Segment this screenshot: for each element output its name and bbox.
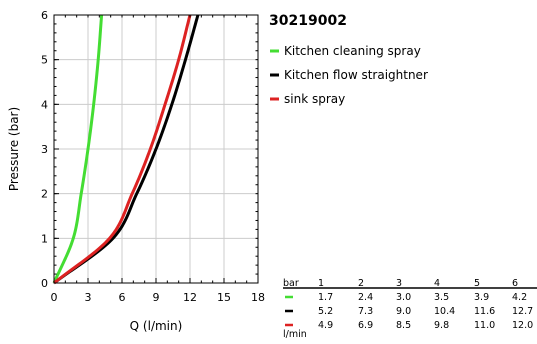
series-layer: [52, 14, 200, 285]
table-header-cell: 4: [434, 278, 440, 289]
legend: Kitchen cleaning spray Kitchen flow strai…: [270, 44, 428, 106]
table-cell: 10.4: [434, 306, 455, 317]
table-cell: 11.6: [474, 306, 495, 317]
table-cell: 9.8: [434, 320, 449, 331]
table-cell: 4.9: [318, 320, 333, 331]
table-cell: 6.9: [358, 320, 373, 331]
legend-label: sink spray: [284, 92, 345, 106]
table-cell: 8.5: [396, 320, 411, 331]
table-cell: 3.5: [434, 292, 449, 303]
data-table: bar 1 2 3 4 5 6 1.7 2.4 3.0 3.5 3.9 4.2 5.2 7.3 9.0 10.4…: [283, 278, 537, 340]
y-tick-label: 3: [41, 143, 48, 156]
y-tick-label: 2: [41, 188, 48, 201]
table-cell: 11.0: [474, 320, 495, 331]
series-line-2: [53, 14, 200, 285]
table-cell: 4.2: [512, 292, 527, 303]
table-cell: 7.3: [358, 306, 373, 317]
table-cell: 3.9: [474, 292, 489, 303]
series-line-1: [52, 14, 104, 284]
x-tick-label: 0: [51, 291, 58, 304]
y-tick-label: 4: [41, 98, 48, 111]
y-tick-label: 5: [41, 54, 48, 67]
x-axis-label: Q (l/min): [130, 319, 183, 333]
table-header-cell: 2: [358, 278, 364, 289]
x-tick-label: 12: [183, 291, 197, 304]
legend-label: Kitchen flow straightner: [284, 68, 428, 82]
x-tick-label: 9: [153, 291, 160, 304]
table-header-label: bar: [283, 278, 299, 289]
table-header-cell: 5: [474, 278, 480, 289]
x-tick-label: 15: [217, 291, 231, 304]
y-tick-label: 0: [41, 277, 48, 290]
legend-label: Kitchen cleaning spray: [284, 44, 421, 58]
chart-title: 30219002: [269, 13, 347, 29]
y-tick-label: 1: [41, 232, 48, 245]
table-header-cell: 1: [318, 278, 324, 289]
x-tick-label: 18: [251, 291, 265, 304]
table-cell: 12.0: [512, 320, 533, 331]
table-cell: 5.2: [318, 306, 333, 317]
y-axis-label: Pressure (bar): [7, 107, 21, 191]
y-tick-label: 6: [41, 9, 48, 22]
x-tick-label: 6: [119, 291, 126, 304]
table-cell: 2.4: [358, 292, 373, 303]
x-tick-label: 3: [85, 291, 92, 304]
table-cell: 3.0: [396, 292, 411, 303]
series-line-3: [53, 14, 192, 285]
table-header-cell: 3: [396, 278, 402, 289]
table-cell: 12.7: [512, 306, 533, 317]
table-header-cell: 6: [512, 278, 518, 289]
table-cell: 9.0: [396, 306, 411, 317]
table-cell: 1.7: [318, 292, 333, 303]
table-unit-label: l/min: [283, 329, 307, 340]
